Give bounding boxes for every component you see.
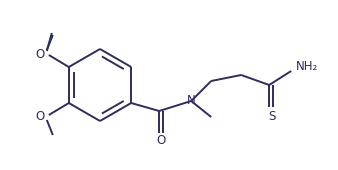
Text: NH₂: NH₂ [296,61,318,73]
Text: N: N [187,95,196,107]
Text: O: O [35,47,45,61]
Text: O: O [156,134,166,148]
Text: S: S [268,109,276,123]
Text: O: O [35,109,45,123]
